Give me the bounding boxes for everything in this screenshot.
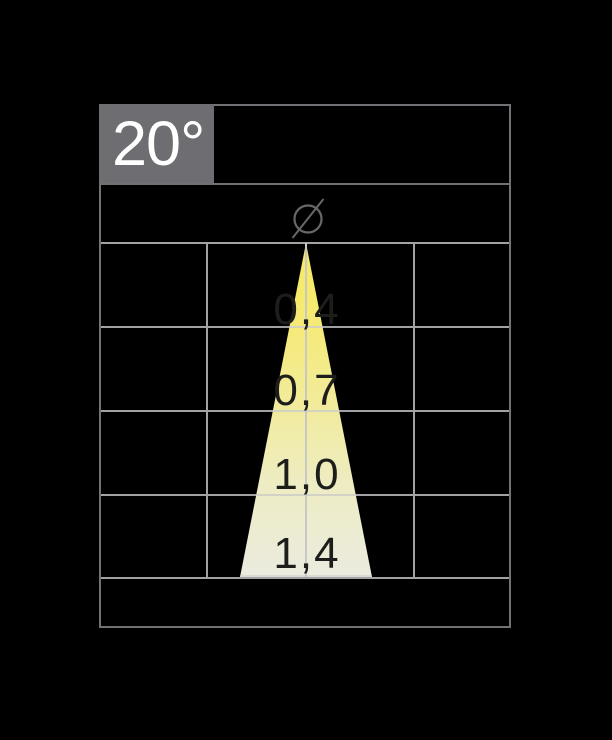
diameter-value: 0,7 [273, 366, 341, 415]
beam-axis-line [305, 243, 307, 577]
header-divider [99, 183, 511, 185]
table-border [99, 104, 511, 628]
grid-line-vertical [413, 242, 415, 579]
grid-line-horizontal [101, 577, 509, 579]
beam-angle-value: 20° [112, 108, 205, 179]
diameter-value: 1,4 [273, 529, 341, 578]
beam-angle-badge: 20° [99, 104, 214, 184]
diameter-value: 1,0 [273, 450, 341, 499]
diameter-value: 0,4 [273, 285, 341, 334]
grid-line-vertical [206, 242, 208, 579]
diameter-icon [291, 198, 325, 239]
